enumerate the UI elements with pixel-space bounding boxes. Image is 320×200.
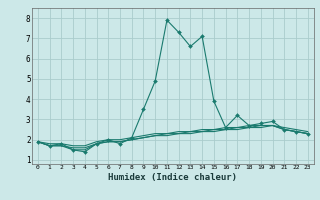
X-axis label: Humidex (Indice chaleur): Humidex (Indice chaleur) <box>108 173 237 182</box>
